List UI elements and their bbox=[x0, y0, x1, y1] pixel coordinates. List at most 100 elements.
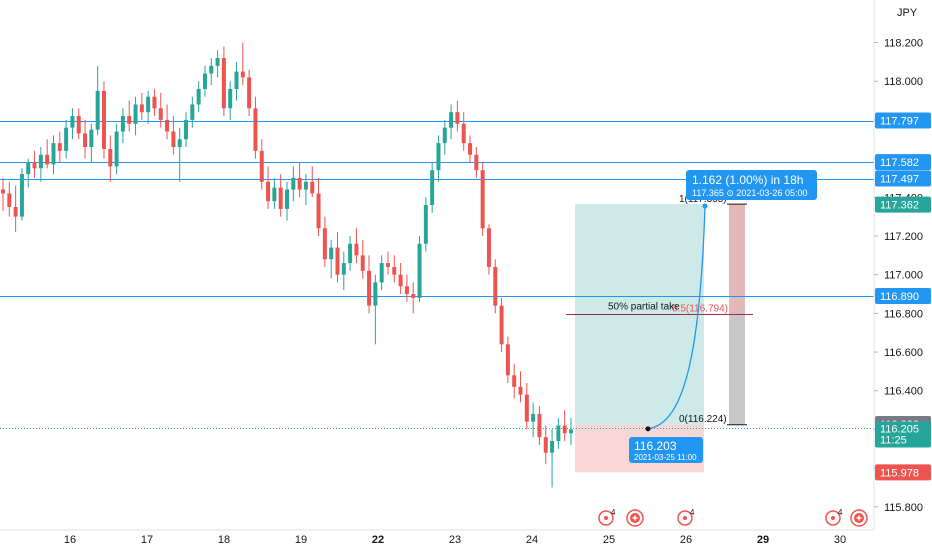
line-price-badge[interactable] bbox=[875, 112, 931, 129]
candle-body bbox=[550, 441, 555, 453]
candle-body bbox=[531, 413, 536, 422]
current-price-countdown: 11:25 bbox=[880, 434, 907, 446]
time-tick-label: 18 bbox=[218, 534, 230, 546]
candle-body bbox=[108, 148, 113, 167]
candle-body bbox=[480, 170, 485, 229]
candle-body bbox=[19, 174, 24, 217]
current-price-badge[interactable] bbox=[875, 421, 931, 448]
price-tick-label: 116.800 bbox=[884, 308, 923, 320]
candle-body bbox=[461, 123, 466, 144]
line-price-badge[interactable] bbox=[875, 170, 931, 187]
projection-curve bbox=[647, 206, 706, 430]
event-badge-dot bbox=[604, 516, 608, 520]
candle-body bbox=[127, 116, 132, 124]
candle-body bbox=[209, 65, 214, 74]
target-price-badge[interactable] bbox=[875, 196, 931, 213]
time-axis[interactable]: 16 17 18 19 22 23 24 25 26 29 30 bbox=[64, 534, 846, 546]
candle-body bbox=[196, 88, 201, 105]
time-tick-label: 25 bbox=[603, 534, 615, 546]
candle-body bbox=[234, 71, 239, 89]
candle-body bbox=[76, 116, 81, 134]
partial-take-note: 50% partial take bbox=[608, 302, 680, 313]
event-badge-count: 4 bbox=[690, 508, 695, 517]
price-tick-label: 116.600 bbox=[884, 347, 923, 359]
line-price-badge-label: 117.497 bbox=[880, 174, 919, 186]
price-tick-label: 115.800 bbox=[884, 502, 923, 514]
candle-body bbox=[297, 177, 302, 190]
candle-body bbox=[505, 344, 510, 376]
fib-label-mid: 0.5(116.794) bbox=[672, 304, 728, 315]
candle-body bbox=[373, 282, 378, 306]
event-badge-count: 4 bbox=[611, 508, 616, 517]
candle-body bbox=[518, 386, 523, 395]
candle-body bbox=[499, 305, 504, 345]
candle-body bbox=[335, 247, 340, 275]
time-tick-label: 22 bbox=[372, 534, 384, 546]
line-price-badge-label: 117.797 bbox=[880, 116, 919, 128]
candle-body bbox=[385, 263, 390, 267]
add-event-plus bbox=[856, 515, 862, 521]
candle-body bbox=[341, 263, 346, 275]
candle-body bbox=[95, 90, 100, 130]
event-badge-dot bbox=[683, 516, 687, 520]
time-tick-label: 23 bbox=[449, 534, 461, 546]
candle-body bbox=[278, 187, 283, 209]
candle-body bbox=[449, 112, 454, 128]
candle-body bbox=[146, 96, 151, 113]
stop-price-badge-label: 115.978 bbox=[880, 467, 919, 479]
candle-body bbox=[171, 131, 176, 148]
price-tick-label: 118.000 bbox=[884, 76, 923, 88]
time-tick-label: 16 bbox=[64, 534, 76, 546]
target-price-badge-label: 117.362 bbox=[880, 200, 919, 212]
candle-body bbox=[569, 429, 573, 434]
candle-body bbox=[120, 116, 125, 132]
candle-body bbox=[240, 71, 245, 78]
candle-body bbox=[543, 437, 548, 453]
candle-body bbox=[64, 127, 69, 151]
candles bbox=[1, 42, 573, 488]
candle-body bbox=[348, 243, 353, 264]
time-tick-label: 29 bbox=[757, 534, 769, 546]
price-tick-label: 118.200 bbox=[884, 38, 923, 50]
candle-body bbox=[152, 96, 157, 109]
event-badge-count: 4 bbox=[838, 508, 843, 517]
candle-body bbox=[51, 143, 56, 165]
line-price-badge[interactable] bbox=[875, 287, 931, 304]
candle-body bbox=[215, 58, 220, 66]
candle-body bbox=[474, 154, 479, 171]
price-tick-label: 117.200 bbox=[884, 231, 923, 243]
target-tooltip-line2: 117.365 ⊙ 2021-03-26 05:00 bbox=[692, 188, 807, 198]
candle-body bbox=[316, 193, 321, 229]
candle-body bbox=[247, 77, 252, 109]
currency-label[interactable]: JPY bbox=[897, 7, 918, 19]
candle-body bbox=[404, 286, 409, 295]
line-price-badge[interactable] bbox=[875, 154, 931, 171]
candle-body bbox=[259, 150, 264, 182]
time-tick-label: 19 bbox=[295, 534, 307, 546]
candle-body bbox=[430, 170, 435, 206]
candle-body bbox=[83, 133, 88, 148]
candle-body bbox=[524, 394, 529, 422]
entry-tooltip bbox=[629, 437, 703, 463]
candle-body bbox=[139, 104, 144, 113]
drawings[interactable]: 1(117.365)0(116.224)0.5(116.794)50% part… bbox=[566, 170, 817, 463]
candle-body bbox=[436, 143, 441, 171]
candle-body bbox=[38, 154, 43, 169]
add-event-plus bbox=[632, 515, 638, 521]
candle-body bbox=[266, 181, 271, 202]
candle-body bbox=[184, 119, 189, 140]
candle-body bbox=[89, 129, 94, 148]
time-tick-label: 30 bbox=[834, 534, 846, 546]
candle-body bbox=[310, 181, 315, 194]
price-axis[interactable]: 115.800116.000116.200116.400116.600116.8… bbox=[874, 38, 931, 514]
candle-body bbox=[556, 425, 561, 442]
target-tooltip-line1: 1.162 (1.00%) in 18h bbox=[692, 173, 803, 187]
candle-body bbox=[272, 187, 277, 202]
line-price-badge-label: 117.582 bbox=[880, 157, 919, 169]
event-badges[interactable]: 4 4 4 bbox=[598, 508, 868, 527]
time-tick-label: 26 bbox=[680, 534, 692, 546]
candle-body bbox=[57, 143, 62, 151]
candle-body bbox=[133, 104, 138, 124]
stop-price-badge[interactable] bbox=[875, 464, 931, 481]
